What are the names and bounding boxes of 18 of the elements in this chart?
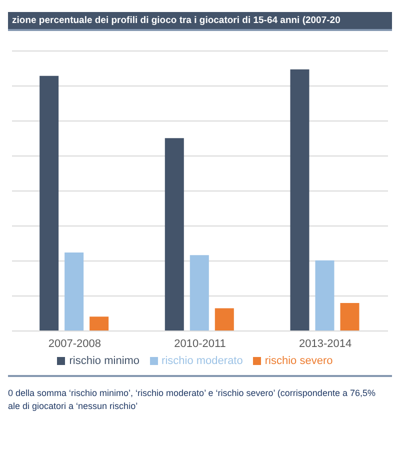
bar	[290, 69, 310, 331]
bar	[90, 316, 109, 331]
legend-label: rischio moderato	[162, 355, 243, 367]
text: 0 della somma ‘rischio minimo’, ‘rischio moderato’ e ‘rischio severo’ (corrispondente a 76,5%	[8, 387, 376, 400]
chart-title: zione percentuale dei profili di gioco tra i giocatori di 15-64 anni (2007-20	[8, 12, 392, 31]
bar	[214, 308, 234, 331]
bar	[64, 252, 84, 331]
x-tick-label: 2007-2008	[48, 338, 101, 350]
bar	[340, 303, 360, 331]
legend-label: rischio minimo	[69, 355, 140, 367]
legend-label: rischio severo	[264, 355, 333, 367]
bar	[190, 255, 209, 331]
x-tick-label: 2010-2011	[174, 338, 226, 350]
x-tick-label: 2013-2014	[299, 338, 352, 350]
bar	[164, 138, 184, 331]
bar	[40, 76, 59, 331]
bar	[315, 260, 334, 331]
text: ale di giocatori a ‘nessun rischio’	[8, 400, 139, 412]
